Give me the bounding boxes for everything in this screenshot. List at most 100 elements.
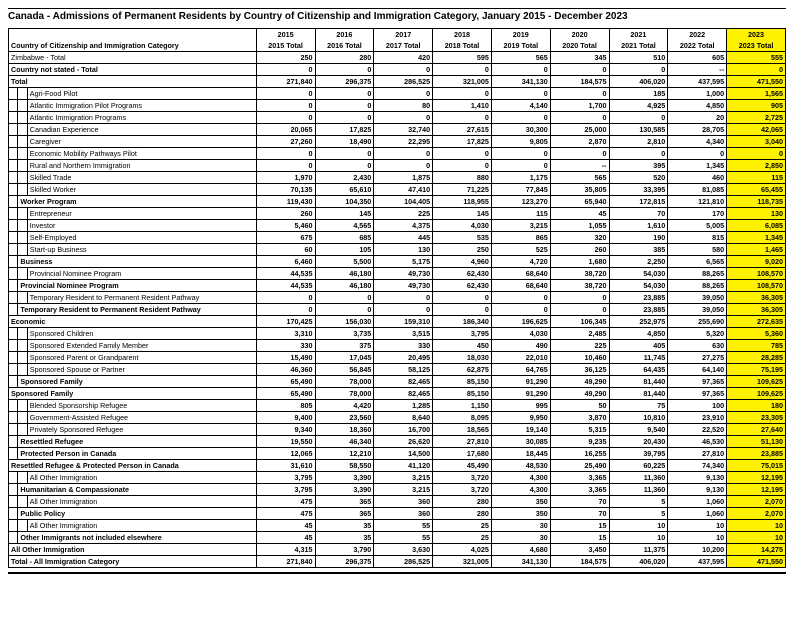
cell-value: 118,955	[433, 196, 492, 208]
cell-value: 9,340	[256, 424, 315, 436]
cell-value: 180	[727, 400, 786, 412]
indent-cell	[9, 148, 18, 160]
cell-value: 2,070	[727, 508, 786, 520]
indent-cell	[18, 88, 27, 100]
table-row: Worker Program119,430104,350104,405118,9…	[9, 196, 786, 208]
cell-value: 39,050	[668, 304, 727, 316]
indent-cell	[9, 376, 18, 388]
table-row: All Other Immigration453555253015101010	[9, 520, 786, 532]
cell-value: 1,410	[433, 100, 492, 112]
row-label: Resettled Refugee & Protected Person in …	[9, 460, 257, 472]
indent-cell	[9, 496, 18, 508]
row-label: Temporary Resident to Permanent Resident…	[27, 292, 256, 304]
row-label: Atlantic Immigration Programs	[27, 112, 256, 124]
cell-value: 286,525	[374, 556, 433, 568]
row-label: All Other Immigration	[27, 496, 256, 508]
cell-value: 9,130	[668, 484, 727, 496]
cell-value: 108,570	[727, 280, 786, 292]
cell-value: 406,020	[609, 76, 668, 88]
cell-value: 39,795	[609, 448, 668, 460]
cell-value: 156,030	[315, 316, 374, 328]
table-row: Skilled Trade1,9702,4301,8758801,1755655…	[9, 172, 786, 184]
table-row: Temporary Resident to Permanent Resident…	[9, 304, 786, 316]
row-label: Rural and Northern Immigration	[27, 160, 256, 172]
cell-value: 0	[491, 292, 550, 304]
cell-value: 1,055	[550, 220, 609, 232]
cell-value: 58,550	[315, 460, 374, 472]
table-row: Sponsored Family65,49078,00082,46585,150…	[9, 388, 786, 400]
cell-value: 2,070	[727, 496, 786, 508]
table-row: Resettled Refugee19,55046,34026,62027,81…	[9, 436, 786, 448]
row-label: Zimbabwe - Total	[9, 52, 257, 64]
cell-value: 10,460	[550, 352, 609, 364]
cell-value: 35	[315, 520, 374, 532]
col-year-total: 2019 Total	[491, 40, 550, 52]
cell-value: --	[550, 160, 609, 172]
cell-value: 185	[609, 88, 668, 100]
table-row: Business6,4605,5005,1754,9604,7201,6802,…	[9, 256, 786, 268]
cell-value: 1,175	[491, 172, 550, 184]
cell-value: 0	[550, 148, 609, 160]
cell-value: 17,825	[315, 124, 374, 136]
indent-cell	[9, 256, 18, 268]
cell-value: 81,440	[609, 376, 668, 388]
indent-cell	[18, 172, 27, 184]
row-label: Public Policy	[18, 508, 256, 520]
row-label: Self-Employed	[27, 232, 256, 244]
cell-value: 0	[315, 64, 374, 76]
table-row: Zimbabwe - Total250280420595565345510605…	[9, 52, 786, 64]
indent-cell	[9, 280, 18, 292]
cell-value: 0	[433, 88, 492, 100]
indent-cell	[18, 328, 27, 340]
cell-value: 0	[256, 88, 315, 100]
cell-value: 105	[315, 244, 374, 256]
cell-value: 0	[256, 112, 315, 124]
cell-value: 115	[727, 172, 786, 184]
table-row: All Other Immigration3,7953,3903,2153,72…	[9, 472, 786, 484]
indent-cell	[18, 136, 27, 148]
cell-value: 535	[433, 232, 492, 244]
cell-value: 6,460	[256, 256, 315, 268]
indent-cell	[9, 100, 18, 112]
indent-cell	[9, 400, 18, 412]
table-row: Investor5,4604,5654,3754,0303,2151,0551,…	[9, 220, 786, 232]
cell-value: 0	[433, 112, 492, 124]
indent-cell	[9, 172, 18, 184]
cell-value: 4,925	[609, 100, 668, 112]
cell-value: 280	[315, 52, 374, 64]
cell-value: 30,085	[491, 436, 550, 448]
table-row: Other Immigrants not included elsewhere4…	[9, 532, 786, 544]
cell-value: 0	[727, 148, 786, 160]
cell-value: 3,450	[550, 544, 609, 556]
cell-value: 70,135	[256, 184, 315, 196]
cell-value: 39,050	[668, 292, 727, 304]
cell-value: 280	[433, 496, 492, 508]
table-row: Government-Assisted Refugee9,40023,5608,…	[9, 412, 786, 424]
table-row: Resettled Refugee & Protected Person in …	[9, 460, 786, 472]
cell-value: 170,425	[256, 316, 315, 328]
cell-value: 130	[374, 244, 433, 256]
cell-value: 385	[609, 244, 668, 256]
cell-value: 4,960	[433, 256, 492, 268]
cell-value: 320	[550, 232, 609, 244]
cell-value: 15	[550, 520, 609, 532]
data-table: 201520162017201820192020202120222023 Cou…	[8, 28, 786, 568]
cell-value: 62,430	[433, 268, 492, 280]
cell-value: 260	[550, 244, 609, 256]
cell-value: 475	[256, 496, 315, 508]
cell-value: 97,365	[668, 388, 727, 400]
cell-value: 0	[315, 304, 374, 316]
cell-value: 1,610	[609, 220, 668, 232]
cell-value: 19,550	[256, 436, 315, 448]
indent-cell	[9, 364, 18, 376]
cell-value: 115	[491, 208, 550, 220]
cell-value: 75,195	[727, 364, 786, 376]
cell-value: 0	[315, 292, 374, 304]
cell-value: 4,565	[315, 220, 374, 232]
indent-cell	[18, 520, 27, 532]
cell-value: 1,875	[374, 172, 433, 184]
table-row: Start-up Business60105130250525260385580…	[9, 244, 786, 256]
cell-value: 170	[668, 208, 727, 220]
cell-value: 0	[609, 112, 668, 124]
cell-value: 23,885	[609, 292, 668, 304]
